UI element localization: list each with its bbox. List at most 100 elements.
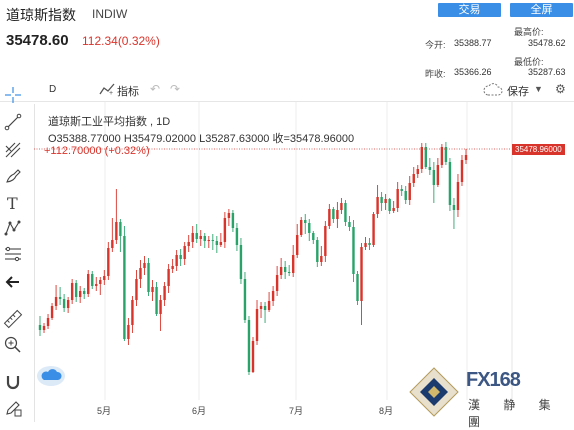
candle-body	[95, 284, 98, 286]
candle-body	[99, 280, 102, 284]
candle-body	[448, 162, 452, 205]
prev-close-label: 昨收:	[425, 69, 446, 79]
candle-body	[243, 279, 247, 320]
candle-body	[291, 255, 295, 273]
candle-body	[400, 189, 403, 191]
candle-body	[328, 209, 331, 226]
trend-line-icon[interactable]	[3, 112, 23, 132]
fullscreen-button[interactable]: 全屏	[510, 3, 573, 17]
candle-body	[271, 291, 275, 301]
candle-body	[131, 300, 134, 325]
candlestick-chart[interactable]: 5月 6月 7月 8月	[34, 102, 574, 422]
svg-text:+: +	[109, 90, 113, 96]
candle-body	[207, 240, 210, 241]
pitchfork-icon[interactable]	[3, 140, 23, 160]
candle-body	[175, 255, 178, 266]
candle-body	[54, 297, 58, 306]
candle-body	[372, 214, 375, 245]
save-button[interactable]: 保存	[507, 86, 529, 98]
indicators-button[interactable]: 指标	[117, 86, 139, 98]
candle-body	[38, 325, 42, 330]
candle-body	[432, 170, 436, 185]
low-value: 35287.63	[528, 67, 566, 77]
candle-body	[115, 222, 118, 240]
candle-body	[296, 235, 299, 255]
candle-body	[396, 189, 399, 208]
fib-icon[interactable]	[3, 244, 23, 264]
candle-body	[275, 275, 279, 291]
zoom-in-icon[interactable]	[3, 335, 23, 355]
candle-body	[247, 320, 251, 372]
candle-body	[332, 209, 335, 219]
candle-body	[239, 245, 243, 279]
crosshair-icon[interactable]	[3, 85, 23, 105]
interval-select[interactable]: D	[49, 84, 57, 95]
candle-body	[151, 287, 154, 292]
back-arrow-icon[interactable]	[3, 272, 23, 292]
candle-body	[191, 233, 194, 242]
pattern-icon[interactable]	[3, 218, 23, 238]
candle-body	[356, 274, 359, 301]
magnet-icon[interactable]	[3, 372, 23, 392]
candle-body	[344, 203, 347, 222]
open-label: 今开:	[425, 40, 446, 50]
candle-body	[412, 174, 415, 183]
candle-body	[87, 274, 90, 294]
ruler-icon[interactable]	[3, 309, 23, 329]
cloud-icon[interactable]	[36, 365, 66, 392]
text-icon[interactable]: T	[3, 193, 23, 213]
chevron-down-icon[interactable]: ▼	[534, 84, 543, 94]
lock-pencil-icon[interactable]	[3, 398, 23, 418]
candle-body	[388, 199, 391, 211]
candle-body	[263, 306, 267, 310]
cloud-icon[interactable]	[483, 83, 503, 101]
candle-body	[211, 240, 215, 241]
price-axis-tag: 35478.96000	[512, 144, 565, 155]
candle-body	[420, 147, 423, 169]
brush-icon[interactable]	[3, 166, 23, 186]
instrument-code: INDIW	[92, 7, 128, 21]
instrument-title: 道琼斯指数	[6, 7, 76, 23]
chart-grid	[104, 102, 468, 400]
trade-button[interactable]: 交易	[438, 3, 501, 17]
candle-body	[376, 197, 379, 214]
candle-body	[348, 222, 351, 227]
candle-body	[364, 243, 367, 247]
high-label: 最高价:	[514, 27, 544, 37]
candle-body	[83, 291, 86, 294]
candle-body	[235, 228, 239, 245]
candle-body	[127, 325, 130, 339]
candle-body	[460, 160, 464, 182]
indicators-icon[interactable]: +	[99, 82, 115, 101]
candle-body	[219, 242, 223, 245]
candle-body	[440, 147, 444, 165]
fx168-logo	[408, 366, 460, 423]
candle-body	[215, 241, 219, 245]
undo-icon[interactable]: ↶	[150, 82, 161, 96]
candle-body	[287, 272, 291, 273]
candle-body	[352, 227, 355, 274]
candle-body	[416, 169, 419, 174]
gear-icon[interactable]: ⚙	[555, 82, 566, 96]
candle-body	[147, 263, 150, 292]
candle-body	[203, 236, 206, 241]
candle-body	[123, 236, 126, 339]
candle-body	[231, 213, 235, 228]
change-readout: +112.70000 (+0.32%)	[44, 145, 150, 157]
candle-body	[171, 266, 174, 269]
candle-body	[267, 301, 271, 310]
candle-body	[119, 222, 122, 236]
open-value: 35388.77	[454, 38, 492, 48]
high-value: 35478.62	[528, 38, 566, 48]
candle-body	[380, 197, 383, 203]
redo-icon[interactable]: ↷	[170, 82, 181, 96]
last-price: 35478.60	[6, 32, 69, 49]
x-axis-labels: 5月 6月 7月 8月	[97, 406, 393, 416]
candle-body	[259, 306, 263, 309]
candle-body	[159, 300, 162, 314]
candle-body	[223, 218, 227, 242]
candle-body	[74, 283, 78, 297]
candle-body	[384, 199, 387, 203]
candles	[38, 142, 468, 375]
candle-body	[58, 297, 62, 299]
